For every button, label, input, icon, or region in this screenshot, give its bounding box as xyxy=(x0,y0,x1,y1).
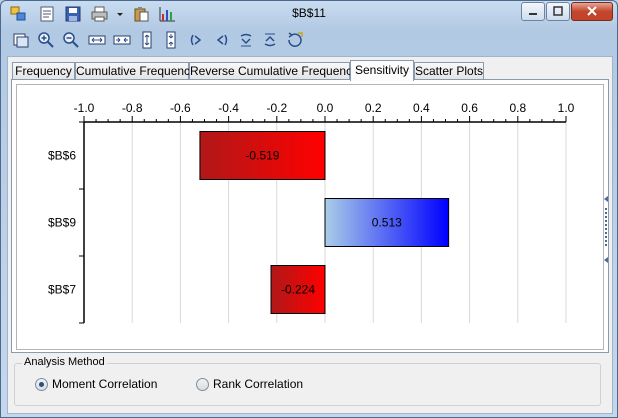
close-icon xyxy=(587,6,597,16)
print-icon[interactable] xyxy=(91,6,108,22)
analysis-method-group xyxy=(14,363,601,406)
x-tick-label: -0.6 xyxy=(170,101,191,115)
reset-icon[interactable] xyxy=(286,31,304,49)
copy-icon[interactable] xyxy=(10,6,27,22)
bar-b7 xyxy=(270,265,326,314)
tab-frequency[interactable]: Frequency xyxy=(12,62,75,80)
sensitivity-panel: -1.0 -0.8 -0.6 -0.4 -0.2 0.0 0.2 0.4 0.6 0.8 1.0 -0… xyxy=(11,79,609,353)
category-label: $B$6 xyxy=(48,149,76,163)
bar-value-label: -0.224 xyxy=(281,283,315,297)
x-tick-label: -0.2 xyxy=(266,101,287,115)
rotate-left-icon[interactable] xyxy=(188,31,206,49)
rotate-right-icon[interactable] xyxy=(212,31,230,49)
tab-reverse-cumulative-frequency[interactable]: Reverse Cumulative Frequency xyxy=(189,62,359,80)
dropdown-arrow-icon[interactable] xyxy=(115,6,125,22)
title-bar: $B$11 xyxy=(1,1,617,27)
expand-horizontal-icon[interactable] xyxy=(88,31,106,49)
flip-down-icon[interactable] xyxy=(261,31,279,49)
minimize-icon xyxy=(529,13,537,15)
x-tick-label: 0.6 xyxy=(461,101,478,115)
tab-sensitivity[interactable]: Sensitivity xyxy=(350,60,414,81)
client-area: Frequency Cumulative Frequency Reverse C… xyxy=(7,56,613,414)
x-tick-label: 0.4 xyxy=(413,101,430,115)
window-title: $B$11 xyxy=(292,6,326,20)
analysis-method-label: Analysis Method xyxy=(22,356,107,368)
shrink-vertical-icon[interactable] xyxy=(162,31,180,49)
radio-circle xyxy=(35,378,48,391)
moment-correlation-label: Moment Correlation xyxy=(52,377,158,391)
category-label: $B$9 xyxy=(48,216,76,230)
bar-value-label: -0.519 xyxy=(245,149,279,163)
x-tick-label: -0.4 xyxy=(218,101,239,115)
clipboard-icon[interactable] xyxy=(133,6,150,22)
tornado-chart: -1.0 -0.8 -0.6 -0.4 -0.2 0.0 0.2 0.4 0.6 0.8 1.0 -0… xyxy=(48,101,575,324)
tab-cumulative-frequency[interactable]: Cumulative Frequency xyxy=(75,62,197,80)
close-button[interactable] xyxy=(571,2,613,21)
radio-circle xyxy=(196,378,209,391)
bar-value-label: 0.513 xyxy=(372,216,402,230)
x-tick-label: 0.0 xyxy=(317,101,334,115)
shrink-horizontal-icon[interactable] xyxy=(113,31,131,49)
minimize-button[interactable] xyxy=(521,2,545,21)
zoom-in-icon[interactable] xyxy=(37,31,55,49)
tab-scatter-plots[interactable]: Scatter Plots xyxy=(414,62,484,80)
fit-window-icon[interactable] xyxy=(12,31,30,49)
rank-correlation-label: Rank Correlation xyxy=(213,377,304,391)
save-icon[interactable] xyxy=(65,6,82,22)
panel-grip-icon[interactable] xyxy=(603,196,609,266)
x-tick-label: 0.2 xyxy=(365,101,382,115)
open-icon[interactable] xyxy=(39,6,56,22)
radio-dot xyxy=(39,382,44,387)
zoom-out-icon[interactable] xyxy=(62,31,80,49)
maximize-icon xyxy=(553,6,563,16)
chart-icon[interactable] xyxy=(159,6,176,22)
category-label: $B$7 xyxy=(48,283,76,297)
maximize-button[interactable] xyxy=(546,2,570,21)
expand-vertical-icon[interactable] xyxy=(138,31,156,49)
bar-b9 xyxy=(324,198,450,247)
x-tick-label: -0.8 xyxy=(122,101,143,115)
chart-area: -1.0 -0.8 -0.6 -0.4 -0.2 0.0 0.2 0.4 0.6 0.8 1.0 -0… xyxy=(16,84,604,350)
x-tick-label: 1.0 xyxy=(558,101,575,115)
flip-up-icon[interactable] xyxy=(237,31,255,49)
x-tick-label: 0.8 xyxy=(509,101,526,115)
chart-toolbar xyxy=(1,28,617,52)
x-tick-label: -1.0 xyxy=(74,101,95,115)
bar-b6 xyxy=(199,131,326,180)
